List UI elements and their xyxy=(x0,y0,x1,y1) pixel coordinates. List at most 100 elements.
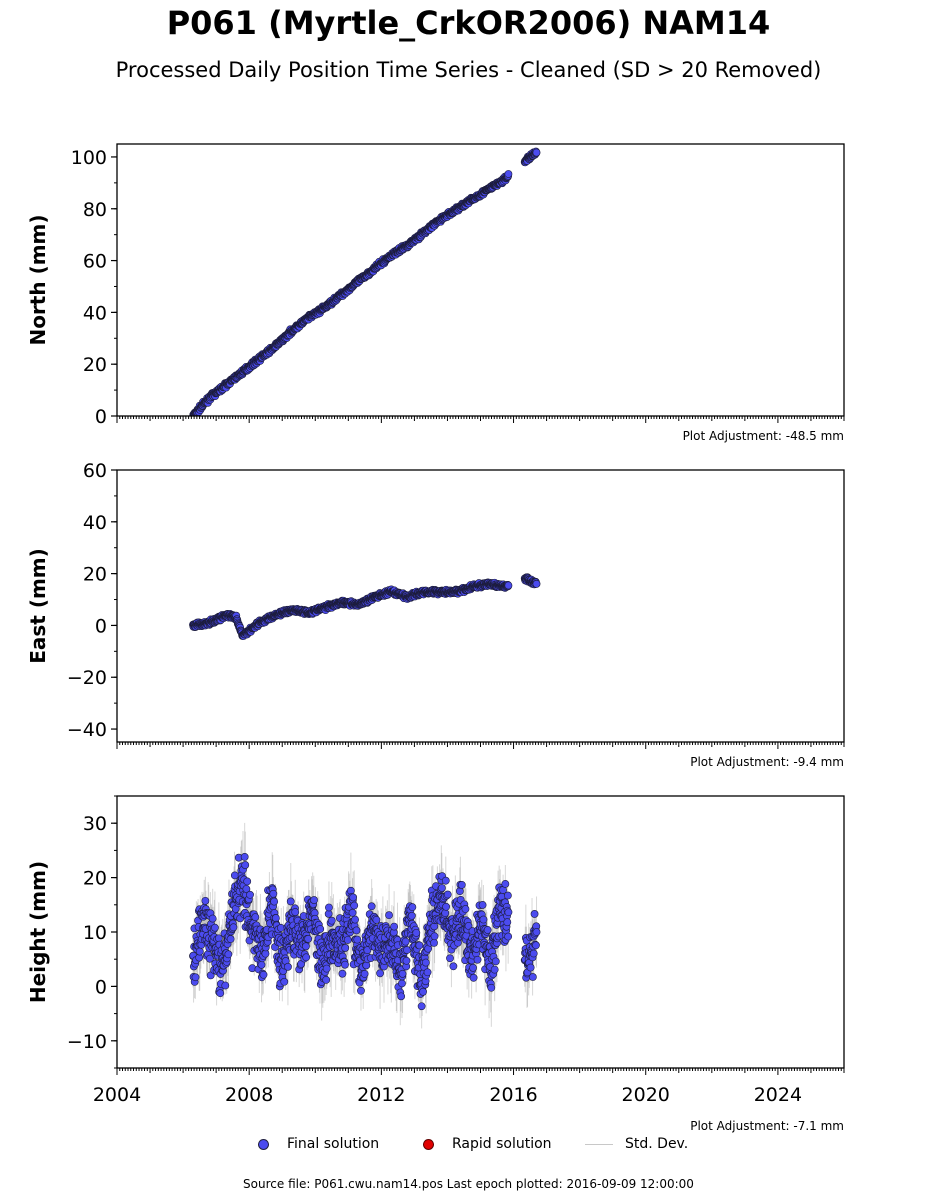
data-point xyxy=(327,916,336,925)
data-point xyxy=(526,963,535,972)
data-point xyxy=(401,937,410,946)
data-point xyxy=(504,170,513,178)
data-point xyxy=(504,908,513,917)
legend: Final solution Rapid solution Std. Dev. xyxy=(0,1136,937,1158)
data-point xyxy=(398,969,407,978)
data-point xyxy=(351,915,359,924)
data-point xyxy=(419,987,427,996)
y-tick-label: −20 xyxy=(67,667,107,689)
data-point xyxy=(530,910,539,918)
plot-adjustment: Plot Adjustment: -7.1 mm xyxy=(690,1119,844,1133)
std-dev-line-icon xyxy=(585,1143,613,1145)
chart-title: P061 (Myrtle_CrkOR2006) NAM14 xyxy=(166,4,771,42)
y-tick-label: 80 xyxy=(83,199,107,221)
data-point xyxy=(280,977,289,986)
data-point xyxy=(532,579,541,588)
data-point xyxy=(528,973,537,981)
data-point xyxy=(349,893,358,902)
data-point xyxy=(353,935,362,944)
legend-std-label: Std. Dev. xyxy=(625,1136,689,1152)
data-point xyxy=(240,852,249,861)
data-point xyxy=(284,962,292,971)
data-point xyxy=(348,908,357,917)
panel-1: 0 20 40 60 80 100 North (mm) Plot Adjustment: -… xyxy=(26,143,845,443)
data-point xyxy=(325,903,333,912)
y-tick-label: 20 xyxy=(83,868,107,890)
y-tick-label: 20 xyxy=(83,354,107,376)
final-solution-points xyxy=(189,573,541,640)
data-point xyxy=(407,911,416,920)
data-point xyxy=(442,902,450,911)
y-tick-label: 0 xyxy=(95,615,107,637)
data-point xyxy=(457,880,466,889)
data-point xyxy=(417,1002,426,1011)
data-point xyxy=(441,876,450,885)
data-point xyxy=(402,956,411,965)
plot-adjustment: Plot Adjustment: -48.5 mm xyxy=(683,429,844,443)
y-axis-label: Height (mm) xyxy=(26,861,50,1003)
data-point xyxy=(421,958,430,967)
data-point xyxy=(469,973,478,982)
panel-2: −40 −20 0 20 40 60 East (mm) Plot Adjustment: -… xyxy=(26,460,845,769)
data-point xyxy=(473,955,482,964)
data-point xyxy=(302,953,311,962)
data-point xyxy=(385,911,393,920)
y-tick-label: 0 xyxy=(95,976,107,998)
data-point xyxy=(479,915,488,924)
data-point xyxy=(487,983,496,992)
data-point xyxy=(532,941,540,950)
data-point xyxy=(269,889,278,898)
data-point xyxy=(191,973,200,982)
data-point xyxy=(310,896,318,904)
data-point xyxy=(229,923,238,932)
data-point xyxy=(464,922,473,930)
data-point xyxy=(360,969,369,978)
data-point xyxy=(271,914,280,923)
data-point xyxy=(461,905,470,913)
data-point xyxy=(491,957,500,966)
data-point xyxy=(532,928,541,936)
data-point xyxy=(397,992,406,1001)
data-point xyxy=(357,986,365,995)
data-point xyxy=(390,922,399,931)
data-point xyxy=(503,918,512,927)
data-point xyxy=(449,962,458,971)
data-point xyxy=(257,960,266,969)
data-point xyxy=(341,960,349,969)
data-point xyxy=(504,581,513,590)
legend-final: Final solution xyxy=(258,1136,379,1152)
data-point xyxy=(302,942,310,951)
y-tick-label: 60 xyxy=(83,251,107,273)
panel-3: −10 0 10 20 30 2004 2008 2012 2016 2020 2024 Height… xyxy=(26,795,845,1133)
data-point xyxy=(291,908,300,916)
data-point xyxy=(286,897,295,906)
plot-frame xyxy=(116,143,845,417)
data-point xyxy=(423,968,432,977)
data-point xyxy=(529,949,538,958)
data-point xyxy=(259,970,268,979)
data-point xyxy=(270,897,279,906)
y-tick-label: 40 xyxy=(83,302,107,324)
data-point xyxy=(246,890,254,899)
data-point xyxy=(338,969,347,978)
plot-frame xyxy=(116,469,845,743)
data-point xyxy=(504,932,513,941)
data-point xyxy=(367,902,376,911)
final-solution-points xyxy=(189,147,541,416)
data-point xyxy=(201,896,210,905)
data-point xyxy=(241,861,250,869)
data-point xyxy=(322,975,331,984)
x-tick-label: 2004 xyxy=(93,1084,141,1106)
data-point xyxy=(343,936,352,944)
data-point xyxy=(412,928,421,937)
data-point xyxy=(221,981,230,990)
data-point xyxy=(398,979,406,988)
data-point xyxy=(483,926,492,934)
data-point xyxy=(469,963,477,972)
final-solution-marker-icon xyxy=(258,1138,269,1150)
data-point xyxy=(446,954,454,963)
data-point xyxy=(443,890,452,899)
chart-subtitle: Processed Daily Position Time Series - C… xyxy=(115,58,822,82)
data-point xyxy=(352,926,361,935)
